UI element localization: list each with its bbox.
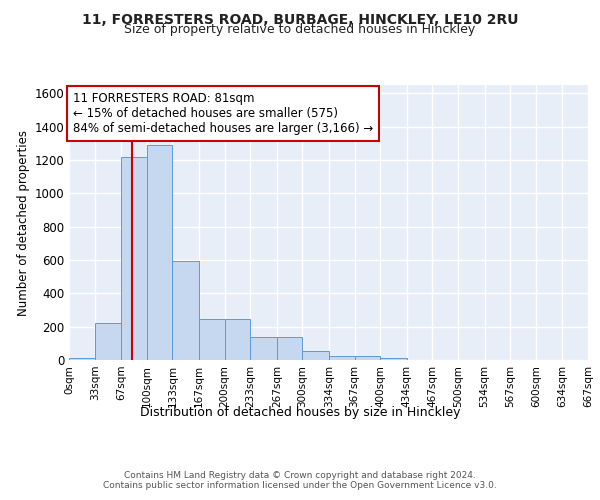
Bar bbox=[302, 351, 329, 360]
Text: 11 FORRESTERS ROAD: 81sqm
← 15% of detached houses are smaller (575)
84% of semi: 11 FORRESTERS ROAD: 81sqm ← 15% of detac… bbox=[73, 92, 373, 134]
Text: 11, FORRESTERS ROAD, BURBAGE, HINCKLEY, LE10 2RU: 11, FORRESTERS ROAD, BURBAGE, HINCKLEY, … bbox=[82, 12, 518, 26]
Bar bbox=[355, 356, 380, 360]
Text: Contains public sector information licensed under the Open Government Licence v3: Contains public sector information licen… bbox=[103, 482, 497, 490]
Bar bbox=[224, 319, 250, 360]
Bar bbox=[147, 145, 172, 360]
Text: Size of property relative to detached houses in Hinckley: Size of property relative to detached ho… bbox=[124, 24, 476, 36]
Y-axis label: Number of detached properties: Number of detached properties bbox=[17, 130, 30, 316]
Bar bbox=[95, 324, 121, 360]
Bar bbox=[121, 156, 147, 360]
Text: Contains HM Land Registry data © Crown copyright and database right 2024.: Contains HM Land Registry data © Crown c… bbox=[124, 472, 476, 480]
Bar bbox=[329, 356, 355, 360]
Bar bbox=[277, 336, 302, 360]
Bar bbox=[172, 261, 199, 360]
Bar bbox=[199, 319, 224, 360]
Text: Distribution of detached houses by size in Hinckley: Distribution of detached houses by size … bbox=[140, 406, 460, 419]
Bar bbox=[69, 358, 95, 360]
Bar bbox=[380, 358, 407, 360]
Bar bbox=[250, 336, 277, 360]
